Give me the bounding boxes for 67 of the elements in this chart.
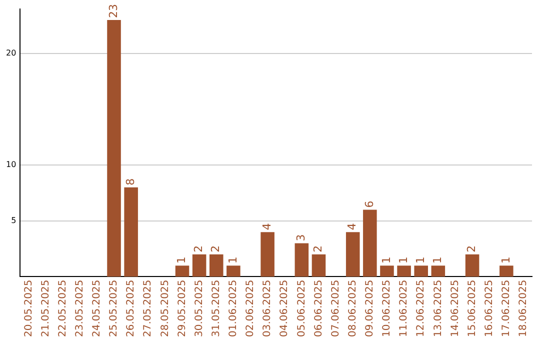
x-tick-label: 07.06.2025 — [330, 280, 342, 338]
x-tick-label: 27.05.2025 — [142, 280, 154, 338]
data-label: 1 — [175, 256, 188, 264]
bar — [192, 254, 206, 277]
bar — [414, 266, 428, 277]
x-tick-label: 16.06.2025 — [484, 280, 495, 338]
x-tick-label: 24.05.2025 — [92, 280, 103, 338]
y-tick-label: 5 — [11, 216, 16, 225]
x-tick-label: 20.05.2025 — [23, 280, 34, 338]
data-label: 4 — [260, 223, 274, 230]
data-label: 2 — [192, 245, 206, 252]
x-tick-label: 02.06.2025 — [245, 280, 256, 338]
bar — [465, 254, 480, 277]
bar — [294, 243, 309, 277]
x-tick-label: 09.06.2025 — [364, 280, 376, 338]
x-tick-label: 14.06.2025 — [450, 280, 461, 338]
data-label: 1 — [226, 256, 240, 264]
bar — [363, 210, 377, 277]
bar — [346, 232, 360, 277]
x-tick-label: 04.06.2025 — [279, 280, 290, 338]
x-tick-label: 17.06.2025 — [501, 280, 512, 338]
bar — [380, 266, 394, 277]
x-tick-label: 08.06.2025 — [347, 280, 358, 338]
x-tick-label: 22.05.2025 — [57, 280, 68, 338]
data-label: 1 — [380, 256, 393, 264]
x-tick-label: 05.06.2025 — [296, 280, 308, 338]
x-tick-label: 28.05.2025 — [160, 280, 171, 338]
bar — [209, 254, 224, 277]
x-tick-label: 21.05.2025 — [40, 280, 52, 338]
bar — [175, 266, 190, 277]
bar — [226, 266, 240, 277]
data-label: 6 — [362, 200, 376, 208]
bar — [431, 266, 446, 277]
data-label: 2 — [465, 245, 478, 252]
x-tick-label: 06.06.2025 — [313, 280, 324, 338]
bar — [124, 187, 138, 277]
bar — [397, 266, 411, 277]
bar — [107, 20, 121, 277]
data-label: 1 — [499, 256, 512, 264]
data-label: 1 — [414, 256, 427, 264]
x-tick-label: 29.05.2025 — [176, 280, 188, 338]
data-label: 1 — [396, 256, 410, 264]
x-tick-label: 26.05.2025 — [126, 280, 137, 338]
x-tick-label: 01.06.2025 — [228, 280, 240, 338]
data-label: 3 — [294, 234, 308, 242]
x-tick-label: 11.06.2025 — [398, 280, 410, 338]
data-label: 4 — [346, 223, 359, 230]
bar — [312, 254, 326, 277]
bar — [500, 266, 514, 277]
data-label: 2 — [312, 245, 325, 252]
x-tick-label: 23.05.2025 — [74, 280, 86, 338]
data-label: 23 — [106, 4, 120, 18]
x-tick-label: 25.05.2025 — [108, 280, 120, 338]
y-tick-label: 10 — [6, 160, 16, 170]
x-tick-label: 31.05.2025 — [210, 280, 222, 338]
x-tick-label: 03.06.2025 — [262, 280, 274, 338]
x-tick-label: 12.06.2025 — [416, 280, 427, 338]
x-tick-label: 30.05.2025 — [194, 280, 205, 338]
x-tick-label: 15.06.2025 — [466, 280, 478, 338]
x-tick-label: 18.06.2025 — [518, 280, 530, 338]
data-label: 1 — [431, 256, 444, 264]
y-tick-label: 20 — [6, 48, 16, 58]
data-label: 2 — [209, 245, 222, 252]
bar — [260, 232, 274, 277]
data-label: 8 — [124, 178, 137, 186]
x-tick-label: 10.06.2025 — [382, 280, 393, 338]
x-tick-label: 13.06.2025 — [432, 280, 444, 338]
